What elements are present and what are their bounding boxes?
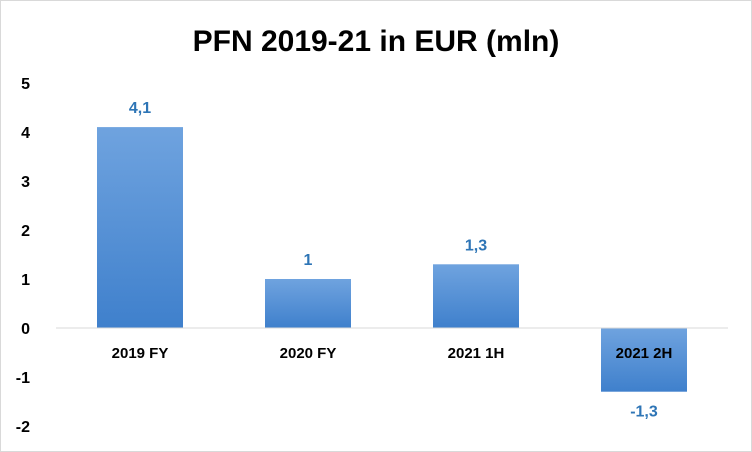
y-tick-label: 3 [21,174,30,191]
bar [97,127,183,328]
y-axis: 5 4 3 2 1 0 -1 -2 [16,76,30,436]
bars [97,127,687,392]
bar [601,328,687,392]
data-label: 4,1 [129,100,151,117]
data-label: -1,3 [630,404,658,421]
x-category-label: 2021 1H [448,345,505,362]
x-category-label: 2020 FY [280,345,337,362]
chart-title: PFN 2019-21 in EUR (mln) [193,25,560,58]
y-tick-label: 2 [21,223,30,240]
y-tick-label: 4 [21,125,30,142]
y-tick-label: -2 [16,419,30,436]
y-tick-label: 1 [21,272,30,289]
data-label: 1,3 [465,237,487,254]
bar [265,279,351,328]
bar [433,264,519,328]
y-tick-label: 0 [21,321,30,338]
y-tick-label: -1 [16,370,30,387]
data-label: 1 [304,252,313,269]
x-category-label: 2019 FY [112,345,169,362]
y-tick-label: 5 [21,76,30,93]
x-axis-categories: 2019 FY 2020 FY 2021 1H 2021 2H [112,345,673,362]
data-labels: 4,1 1 1,3 -1,3 [129,100,658,421]
x-category-label: 2021 2H [616,345,673,362]
